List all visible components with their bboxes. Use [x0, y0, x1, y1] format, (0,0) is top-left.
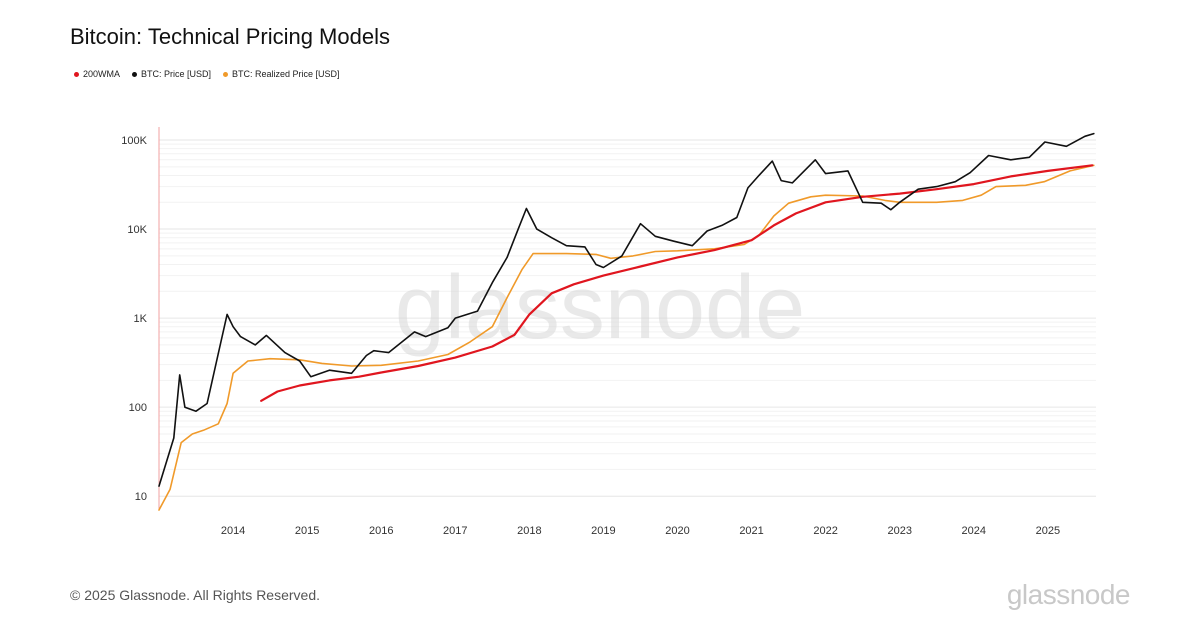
legend-item-realized-price[interactable]: BTC: Realized Price [USD] [223, 69, 340, 79]
x-tick-label: 2024 [962, 525, 986, 537]
x-tick-label: 2018 [517, 525, 541, 537]
y-tick-label: 1K [134, 313, 148, 325]
y-axis-ticks: 10 100 1K 10K 100K [121, 135, 147, 503]
legend-label-200wma: 200WMA [83, 69, 121, 79]
x-tick-label: 2015 [295, 525, 319, 537]
x-tick-label: 2020 [665, 525, 689, 537]
x-tick-label: 2022 [813, 525, 837, 537]
series-line-200wma [260, 164, 1094, 402]
legend-marker-200wma [74, 71, 79, 77]
chart-legend: 200WMA BTC: Price [USD] BTC: Realized Pr… [74, 69, 340, 79]
legend-marker-realized-price [223, 71, 229, 77]
grid-lines [159, 139, 1096, 497]
y-tick-label: 10 [135, 491, 147, 503]
x-tick-label: 2019 [591, 525, 615, 537]
x-tick-label: 2017 [443, 525, 467, 537]
copyright-notice: © 2025 Glassnode. All Rights Reserved. [70, 587, 321, 603]
chart-title: Bitcoin: Technical Pricing Models [70, 24, 390, 49]
legend-label-realized-price: BTC: Realized Price [USD] [232, 69, 340, 79]
series-layer [158, 132, 1095, 511]
legend-item-btc-price[interactable]: BTC: Price [USD] [132, 69, 211, 79]
series-line-btc-price [158, 132, 1095, 487]
x-axis-ticks: 2014 2015 2016 2017 2018 2019 2020 2021 2022 2023… [221, 525, 1060, 537]
x-tick-label: 2021 [739, 525, 763, 537]
x-tick-label: 2023 [887, 525, 911, 537]
y-tick-label: 100K [121, 135, 147, 147]
legend-label-btc-price: BTC: Price [USD] [141, 69, 212, 79]
legend-item-200wma[interactable]: 200WMA [74, 69, 120, 79]
x-tick-label: 2016 [369, 525, 393, 537]
legend-marker-btc-price [132, 71, 138, 77]
x-tick-label: 2014 [221, 525, 245, 537]
watermark-logo: glassnode [395, 258, 805, 358]
x-tick-label: 2025 [1036, 525, 1060, 537]
glassnode-logo: glassnode [1006, 579, 1131, 610]
y-tick-label: 100 [129, 402, 147, 414]
series-line-realized-price [158, 164, 1095, 511]
y-tick-label: 10K [127, 224, 147, 236]
